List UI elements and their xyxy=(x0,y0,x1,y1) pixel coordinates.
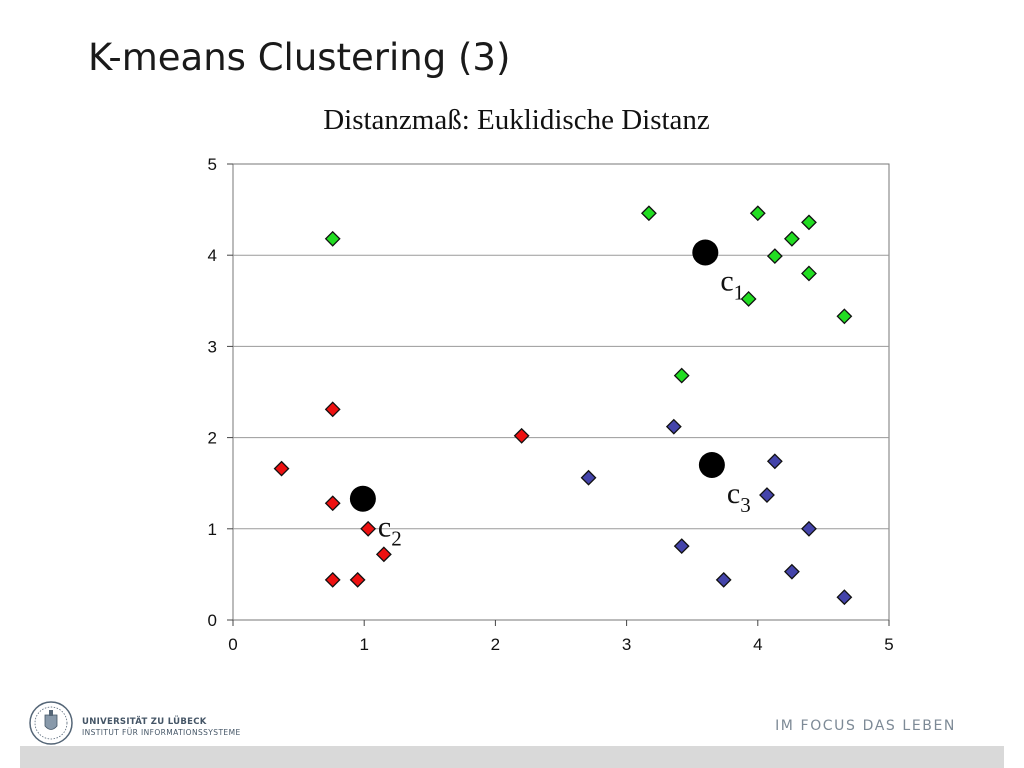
data-point xyxy=(759,487,775,503)
data-point xyxy=(580,469,597,486)
data-point xyxy=(324,401,341,418)
x-tick-label: 0 xyxy=(228,635,237,654)
data-point xyxy=(836,589,853,606)
data-point xyxy=(766,453,783,470)
data-point xyxy=(640,205,657,222)
data-point xyxy=(749,205,766,222)
plot-area xyxy=(232,163,890,621)
data-point xyxy=(766,248,783,265)
data-point xyxy=(360,520,377,537)
data-point xyxy=(801,520,817,537)
data-point xyxy=(801,214,817,231)
y-tick-label: 5 xyxy=(208,155,217,174)
data-point xyxy=(836,308,853,325)
data-point xyxy=(740,291,757,307)
x-tick-label: 3 xyxy=(622,635,631,654)
data-point xyxy=(375,546,392,563)
university-seal-logo xyxy=(29,701,73,745)
data-point xyxy=(665,418,682,435)
data-point xyxy=(349,571,366,588)
footer-bar xyxy=(20,746,1004,768)
data-point xyxy=(673,538,690,555)
y-tick-label: 4 xyxy=(208,246,217,265)
data-point xyxy=(324,230,341,247)
x-tick-label: 1 xyxy=(359,635,368,654)
data-point xyxy=(715,571,732,588)
slide-title: K-means Clustering (3) xyxy=(88,36,511,79)
chart-title: Distanzmaß: Euklidische Distanz xyxy=(323,104,710,136)
x-tick-label: 5 xyxy=(884,635,893,654)
data-point xyxy=(324,571,341,588)
data-point xyxy=(783,563,800,580)
university-name: UNIVERSITÄT ZU LÜBECK xyxy=(82,717,207,727)
data-point xyxy=(324,495,341,512)
data-point xyxy=(513,427,530,444)
data-point xyxy=(783,230,800,247)
centroid-marker xyxy=(698,451,725,478)
data-point xyxy=(273,460,290,477)
data-point xyxy=(801,265,817,282)
x-tick-label: 2 xyxy=(491,635,500,654)
y-tick-label: 3 xyxy=(208,337,217,356)
centroid-marker xyxy=(692,239,719,266)
x-tick-label: 4 xyxy=(753,635,762,654)
y-tick-label: 0 xyxy=(208,611,217,630)
y-tick-label: 2 xyxy=(208,429,217,448)
data-point xyxy=(673,367,690,384)
footer-motto: IM FOCUS DAS LEBEN xyxy=(775,718,956,734)
centroid-marker xyxy=(349,485,376,512)
institute-name: INSTITUT FÜR INFORMATIONSSYSTEME xyxy=(82,728,241,737)
y-tick-label: 1 xyxy=(208,520,217,539)
